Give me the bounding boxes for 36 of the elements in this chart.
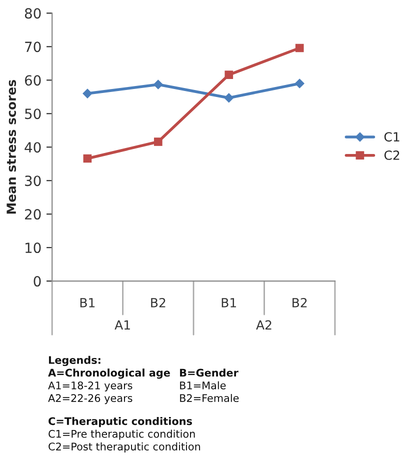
legend-label: C1 <box>384 132 400 142</box>
y-tick-label: 60 <box>24 75 41 86</box>
point <box>82 88 92 98</box>
x-tick-label: B2 <box>292 298 307 308</box>
y-tick-label: 70 <box>25 42 41 52</box>
text: B2=Female <box>180 394 239 402</box>
text: A2=22-26 years <box>48 394 132 404</box>
y-tick-label: 50 <box>25 108 41 120</box>
point <box>83 154 92 163</box>
y-tick-label: 40 <box>24 142 41 153</box>
text: A2 <box>256 320 272 330</box>
y-tick-label: 10 <box>26 242 41 254</box>
text: C1=Pre theraputic condition <box>48 430 195 440</box>
y-axis-title: Mean stress scores <box>6 80 16 214</box>
text: C2=Post theraputic condition <box>48 442 200 452</box>
y-tick-label: 20 <box>25 209 41 220</box>
legend-label: C2 <box>384 150 400 160</box>
x-tick-label: B1 <box>222 298 236 308</box>
text: A1 <box>114 320 130 330</box>
point <box>224 70 234 79</box>
point <box>153 80 164 90</box>
y-tick-label: 80 <box>24 8 41 19</box>
point <box>224 92 234 103</box>
text: B=Gender <box>180 368 238 377</box>
x-tick-label: B1 <box>80 298 95 308</box>
point <box>294 78 305 88</box>
x-tick-label: B2 <box>151 298 166 308</box>
text: A=Chronological age <box>48 368 170 379</box>
text: Legends: <box>48 356 100 366</box>
point <box>295 44 304 52</box>
point <box>154 138 162 146</box>
text: A1=18-21 years <box>48 381 132 392</box>
y-tick-label: 30 <box>25 176 41 186</box>
text: C=Theraputic conditions <box>48 417 192 428</box>
text: B1=Male <box>180 381 226 390</box>
y-tick-label: 0 <box>34 276 41 287</box>
